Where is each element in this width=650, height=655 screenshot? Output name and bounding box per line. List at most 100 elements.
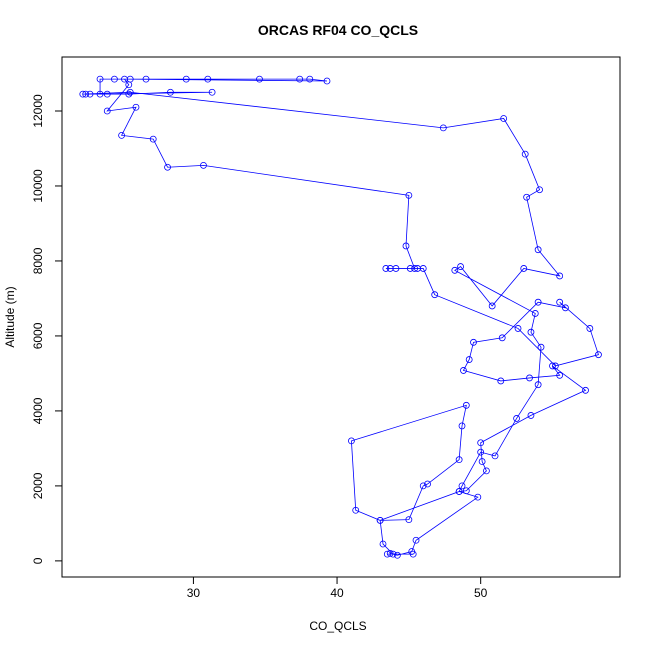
data-point — [164, 163, 171, 171]
data-point — [488, 302, 496, 310]
data-point — [379, 540, 387, 548]
data-point — [405, 516, 413, 524]
data-point — [520, 265, 528, 272]
data-point — [411, 265, 419, 272]
data-point — [126, 88, 134, 96]
data-point — [306, 75, 314, 83]
data-point — [419, 265, 427, 272]
data-point — [582, 386, 589, 394]
data-point — [393, 551, 401, 559]
data-point — [474, 493, 482, 501]
data-point — [491, 452, 499, 460]
data-point — [111, 75, 118, 83]
data-point — [451, 266, 459, 274]
data-point — [483, 467, 490, 475]
data-point — [412, 536, 420, 544]
data-point — [132, 103, 140, 111]
data-point — [208, 88, 216, 96]
data-point — [534, 298, 542, 306]
data-point — [142, 75, 150, 83]
data-point — [82, 90, 90, 98]
data-point — [513, 415, 520, 422]
data-point — [514, 325, 522, 332]
data-point — [460, 367, 467, 374]
y-axis-label: Altitude (m) — [3, 286, 17, 347]
data-point — [527, 328, 535, 336]
data-point — [103, 107, 111, 115]
data-point — [204, 75, 212, 83]
data-point — [458, 482, 466, 490]
data-point — [382, 265, 390, 272]
x-tick-label: 30 — [187, 586, 201, 600]
data-point — [125, 90, 133, 98]
data-point — [521, 150, 529, 158]
data-point — [376, 516, 384, 524]
data-point — [497, 377, 505, 385]
data-point — [500, 115, 508, 122]
data-point — [556, 272, 564, 280]
data-point — [556, 298, 564, 306]
y-tick-label: 12000 — [31, 94, 45, 128]
data-point — [462, 487, 470, 495]
data-point — [96, 90, 104, 98]
data-point — [392, 265, 400, 272]
data-point — [465, 356, 473, 363]
data-point — [389, 550, 397, 558]
data-point — [534, 381, 542, 389]
data-point — [455, 456, 463, 464]
data-point — [462, 401, 470, 409]
data-point — [79, 90, 87, 98]
data-point — [323, 77, 331, 85]
data-point — [458, 422, 466, 430]
data-point — [182, 75, 190, 83]
data-point — [256, 75, 263, 83]
chart-title: ORCAS RF04 CO_QCLS — [258, 22, 418, 38]
data-point — [406, 265, 414, 272]
data-point — [386, 549, 394, 557]
data-point — [402, 242, 410, 250]
y-tick-label: 4000 — [31, 397, 45, 424]
data-point — [149, 135, 157, 143]
data-point — [478, 458, 486, 465]
data-point — [537, 343, 545, 351]
data-point — [348, 437, 355, 445]
data-point — [352, 506, 360, 514]
x-axis-label: CO_QCLS — [309, 619, 366, 633]
data-point — [534, 246, 542, 254]
data-point — [477, 448, 485, 456]
data-point — [86, 90, 94, 98]
data-point — [498, 334, 506, 342]
data-point — [527, 412, 535, 419]
data-point — [121, 75, 128, 83]
data-point — [439, 124, 447, 132]
data-point — [419, 482, 427, 490]
data-point — [103, 90, 111, 98]
data-point — [408, 548, 416, 555]
data-point — [536, 186, 543, 194]
profile-line — [82, 78, 599, 556]
y-tick-label: 8000 — [31, 247, 45, 274]
y-tick-label: 6000 — [31, 322, 45, 349]
data-point — [595, 351, 602, 359]
data-point — [457, 263, 464, 270]
data-point — [167, 88, 174, 96]
data-point — [118, 131, 126, 139]
plot-box — [61, 56, 621, 578]
data-point — [296, 75, 304, 83]
data-point — [523, 193, 531, 201]
x-tick-label: 40 — [330, 586, 344, 600]
data-point — [431, 291, 439, 299]
data-point — [200, 161, 207, 169]
data-point — [586, 325, 594, 332]
data-point — [562, 304, 569, 312]
data-point — [531, 310, 539, 317]
data-point — [455, 488, 463, 495]
data-point — [477, 439, 485, 447]
data-point — [470, 338, 477, 346]
y-tick-label: 10000 — [31, 169, 45, 203]
data-point — [424, 480, 431, 488]
y-tick-label: 0 — [31, 557, 45, 564]
data-point — [125, 81, 133, 89]
